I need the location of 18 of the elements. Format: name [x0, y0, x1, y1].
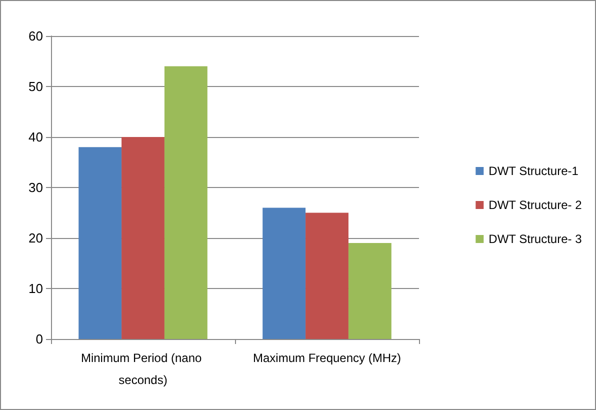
y-tick-label: 0 [36, 332, 43, 346]
legend-label: DWT Structure-1 [488, 164, 579, 178]
bar [164, 66, 208, 339]
x-tick-label: Minimum Period (nano seconds) [80, 351, 206, 387]
bar [262, 208, 306, 339]
y-tick-label: 10 [28, 281, 43, 296]
y-tick-label: 30 [28, 180, 43, 195]
y-tick-label: 50 [28, 79, 43, 94]
bar [78, 147, 122, 339]
legend-label: DWT Structure- 2 [488, 198, 582, 212]
y-tick-label: 60 [28, 28, 43, 44]
bar [348, 243, 392, 339]
bar [306, 212, 348, 339]
legend-label: DWT Structure- 3 [488, 232, 582, 246]
bar [122, 137, 164, 339]
x-tick-label: Maximum Frequency (MHz) [252, 351, 402, 365]
y-tick-label: 20 [28, 230, 43, 246]
y-tick-label: 40 [28, 130, 43, 144]
